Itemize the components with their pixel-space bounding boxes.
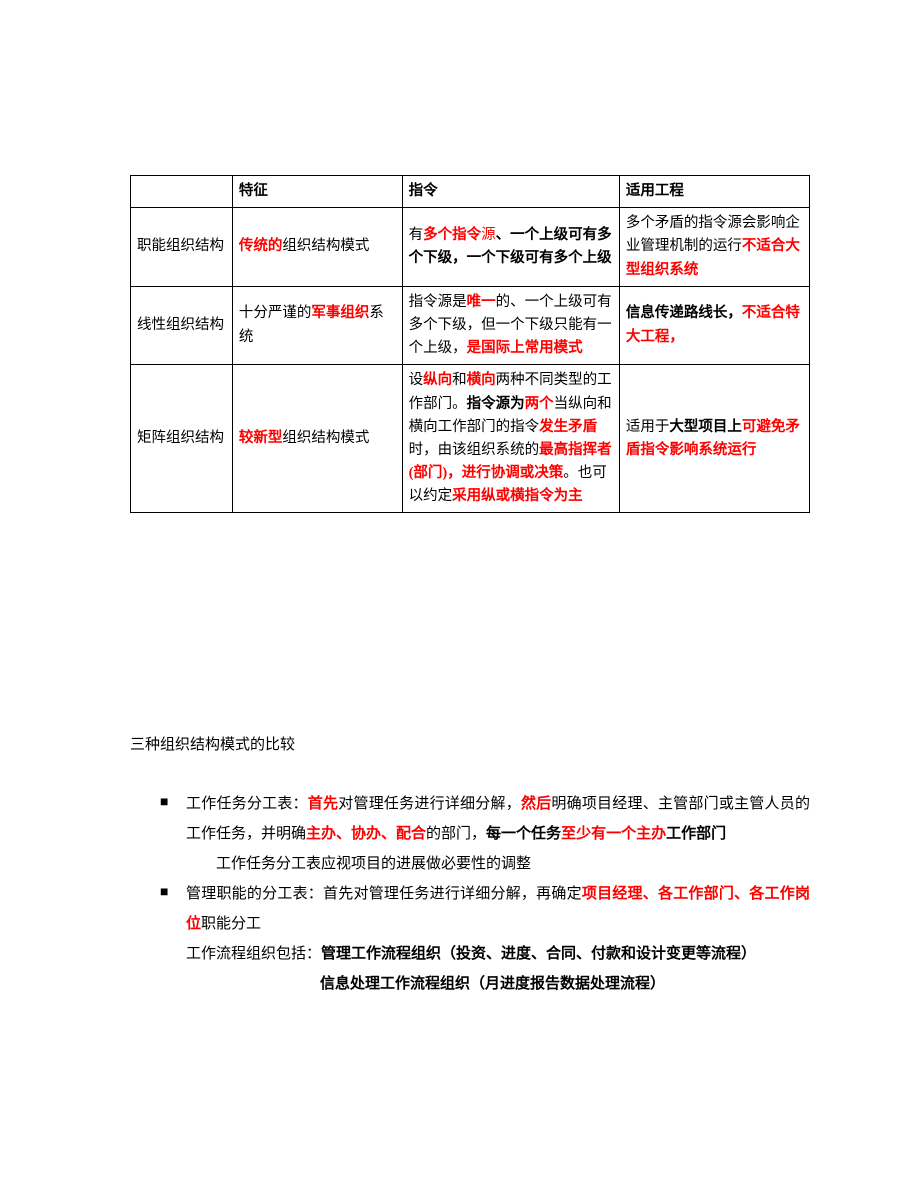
row-name-cell: 矩阵组织结构 [131,365,233,513]
bullet-list: ■工作任务分工表：首先对管理任务进行详细分解，然后明确项目经理、主管部门或主管人… [130,789,810,939]
bullet-text: 工作任务分工表：首先对管理任务进行详细分解，然后明确项目经理、主管部门或主管人员… [186,789,810,849]
feature-cell: 传统的组织结构模式 [232,208,402,287]
bullet-marker-icon: ■ [160,879,186,907]
table-header-cell: 特征 [232,176,402,208]
application-cell: 适用于大型项目上可避免矛盾指令影响系统运行 [619,365,809,513]
application-cell: 多个矛盾的指令源会影响企业管理机制的运行不适合大型组织系统 [619,208,809,287]
application-cell: 信息传递路线长，不适合特大工程， [619,286,809,365]
table-caption: 三种组织结构模式的比较 [130,733,810,754]
feature-cell: 十分严谨的军事组织系统 [232,286,402,365]
org-structure-table: 特征指令适用工程职能组织结构传统的组织结构模式有多个指令源、一个上级可有多个下级… [130,175,810,513]
feature-cell: 较新型组织结构模式 [232,365,402,513]
table-header-cell: 适用工程 [619,176,809,208]
footer-line: 信息处理工作流程组织（月进度报告数据处理流程） [130,969,810,999]
table-header-cell [131,176,233,208]
bullet-text: 管理职能的分工表：首先对管理任务进行详细分解，再确定项目经理、各工作部门、各工作… [186,879,810,939]
table-row: 矩阵组织结构较新型组织结构模式设纵向和横向两种不同类型的工作部门。指令源为两个当… [131,365,810,513]
directive-cell: 设纵向和横向两种不同类型的工作部门。指令源为两个当纵向和横向工作部门的指令发生矛… [402,365,619,513]
footer-line: 工作流程组织包括：管理工作流程组织（投资、进度、合同、付款和设计变更等流程） [130,939,810,969]
bullet-item: ■工作任务分工表：首先对管理任务进行详细分解，然后明确项目经理、主管部门或主管人… [160,789,810,849]
bullet-marker-icon: ■ [160,789,186,817]
row-name-cell: 职能组织结构 [131,208,233,287]
table-header-cell: 指令 [402,176,619,208]
document-page: 特征指令适用工程职能组织结构传统的组织结构模式有多个指令源、一个上级可有多个下级… [0,0,920,1059]
directive-cell: 有多个指令源、一个上级可有多个下级，一个下级可有多个上级 [402,208,619,287]
footer-block: 工作流程组织包括：管理工作流程组织（投资、进度、合同、付款和设计变更等流程）信息… [130,939,810,999]
directive-cell: 指令源是唯一的、一个上级可有多个下级，但一个下级只能有一个上级，是国际上常用模式 [402,286,619,365]
bullet-trailing: 工作任务分工表应视项目的进展做必要性的调整 [160,849,810,879]
bullet-item: ■管理职能的分工表：首先对管理任务进行详细分解，再确定项目经理、各工作部门、各工… [160,879,810,939]
table-row: 职能组织结构传统的组织结构模式有多个指令源、一个上级可有多个下级，一个下级可有多… [131,208,810,287]
row-name-cell: 线性组织结构 [131,286,233,365]
table-row: 线性组织结构十分严谨的军事组织系统指令源是唯一的、一个上级可有多个下级，但一个下… [131,286,810,365]
